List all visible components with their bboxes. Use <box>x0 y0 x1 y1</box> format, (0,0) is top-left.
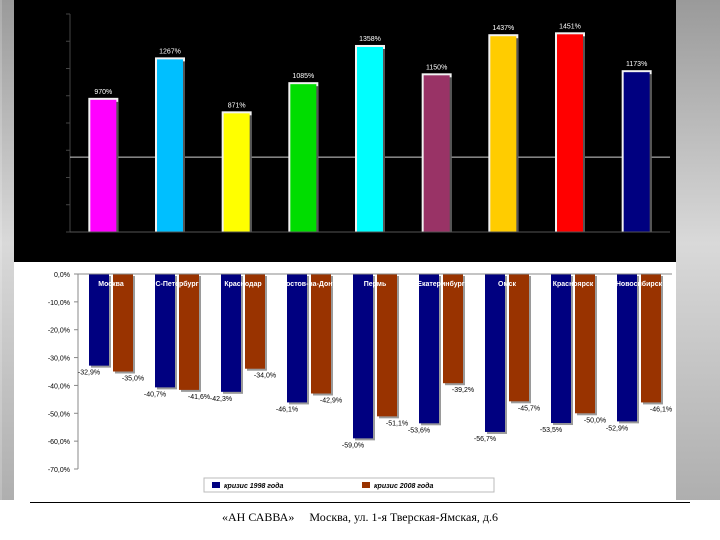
bottom-bar-s1-3 <box>221 274 241 392</box>
bottom-bar-s1-2 <box>155 274 175 388</box>
bottom-bar-label: -51,1% <box>386 420 408 427</box>
legend-box <box>203 477 495 493</box>
top-bar-2 <box>157 59 183 233</box>
top-bar-5 <box>357 46 383 232</box>
top-bar-label: 1150% <box>426 64 447 71</box>
footer-rule <box>30 502 690 503</box>
bottom-y-tick-label: -30,0% <box>48 356 70 363</box>
bottom-bar-label: -42,3% <box>210 396 232 403</box>
bottom-bar-s2-2 <box>179 274 199 390</box>
top-bar-label: 970% <box>94 89 112 96</box>
bottom-bar-label: -50,0% <box>584 417 606 424</box>
bottom-bar-label: -53,6% <box>408 427 430 434</box>
bottom-bar-label: -46,1% <box>650 406 672 413</box>
bottom-bar-s1-6 <box>419 274 439 424</box>
category-label-4: Ростов-на-Дону <box>282 281 337 288</box>
bottom-bar-s1-4 <box>287 274 307 403</box>
bottom-bar-s2-5 <box>377 274 397 417</box>
bottom-y-tick-label: -60,0% <box>48 439 70 446</box>
footer <box>0 500 720 540</box>
top-bar-1 <box>90 99 117 233</box>
bottom-bar-s2-8 <box>575 274 595 414</box>
legend-label-1: кризис 1998 года <box>224 482 283 490</box>
top-bar-6 <box>423 75 450 232</box>
legend-swatch-2 <box>362 482 370 488</box>
top-bar-label: 1085% <box>292 73 314 80</box>
footer-address: Москва, ул. 1-я Тверская-Ямская, д.6 <box>309 510 498 524</box>
top-bar-8 <box>557 34 583 232</box>
bottom-bar-s1-8 <box>551 274 571 424</box>
bottom-bar-s1-9 <box>617 274 637 422</box>
bottom-bar-s2-1 <box>113 274 133 372</box>
bottom-bar-label: -39,2% <box>452 387 474 394</box>
bottom-bar-label: -32,9% <box>78 370 100 377</box>
bottom-bar-label: -53,5% <box>540 427 562 434</box>
bottom-bar-label: -41,6% <box>188 394 210 401</box>
bottom-bar-label: -45,7% <box>518 405 540 412</box>
bottom-y-tick-label: -50,0% <box>48 411 70 418</box>
bottom-bar-label: -34,0% <box>254 373 276 380</box>
top-bar-label: 1267% <box>159 48 181 55</box>
top-bar-label: 1451% <box>559 23 581 30</box>
bottom-bar-label: -35,0% <box>122 376 144 383</box>
bottom-bar-label: -42,9% <box>320 398 342 405</box>
bottom-bar-label: -40,7% <box>144 391 166 398</box>
top-bar-9 <box>623 72 650 233</box>
top-bar-label: 1358% <box>359 36 381 43</box>
bottom-y-tick-label: -20,0% <box>48 328 70 335</box>
category-label-1: Москва <box>98 281 124 288</box>
top-bar-7 <box>490 36 517 232</box>
category-label-6: Екатеринбург <box>417 280 465 288</box>
bottom-bar-s2-4 <box>311 274 331 394</box>
bottom-y-tick-label: -10,0% <box>48 300 70 307</box>
bottom-y-tick-label: -40,0% <box>48 383 70 390</box>
category-label-5: Пермь <box>364 281 387 288</box>
category-label-8: Красноярск <box>553 281 594 288</box>
bottom-y-tick-label: -70,0% <box>48 467 70 474</box>
bottom-bar-label: -52,9% <box>606 425 628 432</box>
bottom-bar-label: -56,7% <box>474 436 496 443</box>
bottom-bar-s2-7 <box>509 274 529 402</box>
category-label-2: С-Петербург <box>155 280 198 288</box>
bottom-bar-s2-6 <box>443 274 463 384</box>
top-bar-4 <box>290 84 317 232</box>
legend-swatch-1 <box>212 482 220 488</box>
bottom-bar-s2-9 <box>641 274 661 403</box>
category-label-3: Краснодар <box>224 281 261 288</box>
bottom-bar-label: -59,0% <box>342 442 364 449</box>
bottom-bar-label: -46,1% <box>276 406 298 413</box>
footer-company: «АН САВВА» <box>222 510 295 524</box>
bottom-bar-s2-3 <box>245 274 265 369</box>
footer-text: «АН САВВА» Москва, ул. 1-я Тверская-Ямск… <box>0 510 720 525</box>
top-bar-3 <box>223 113 250 232</box>
legend-label-2: кризис 2008 года <box>374 482 433 490</box>
top-bar-label: 871% <box>228 102 246 109</box>
top-bar-label: 1437% <box>492 25 514 32</box>
bottom-y-tick-label: 0,0% <box>54 272 70 279</box>
top-bar-label: 1173% <box>626 61 647 68</box>
category-label-9: Новосибирск <box>616 280 663 288</box>
category-label-7: Омск <box>498 281 516 288</box>
bottom-bar-s1-5 <box>353 274 373 439</box>
bottom-bar-s1-7 <box>485 274 505 432</box>
bottom-bar-s1-1 <box>89 274 109 366</box>
